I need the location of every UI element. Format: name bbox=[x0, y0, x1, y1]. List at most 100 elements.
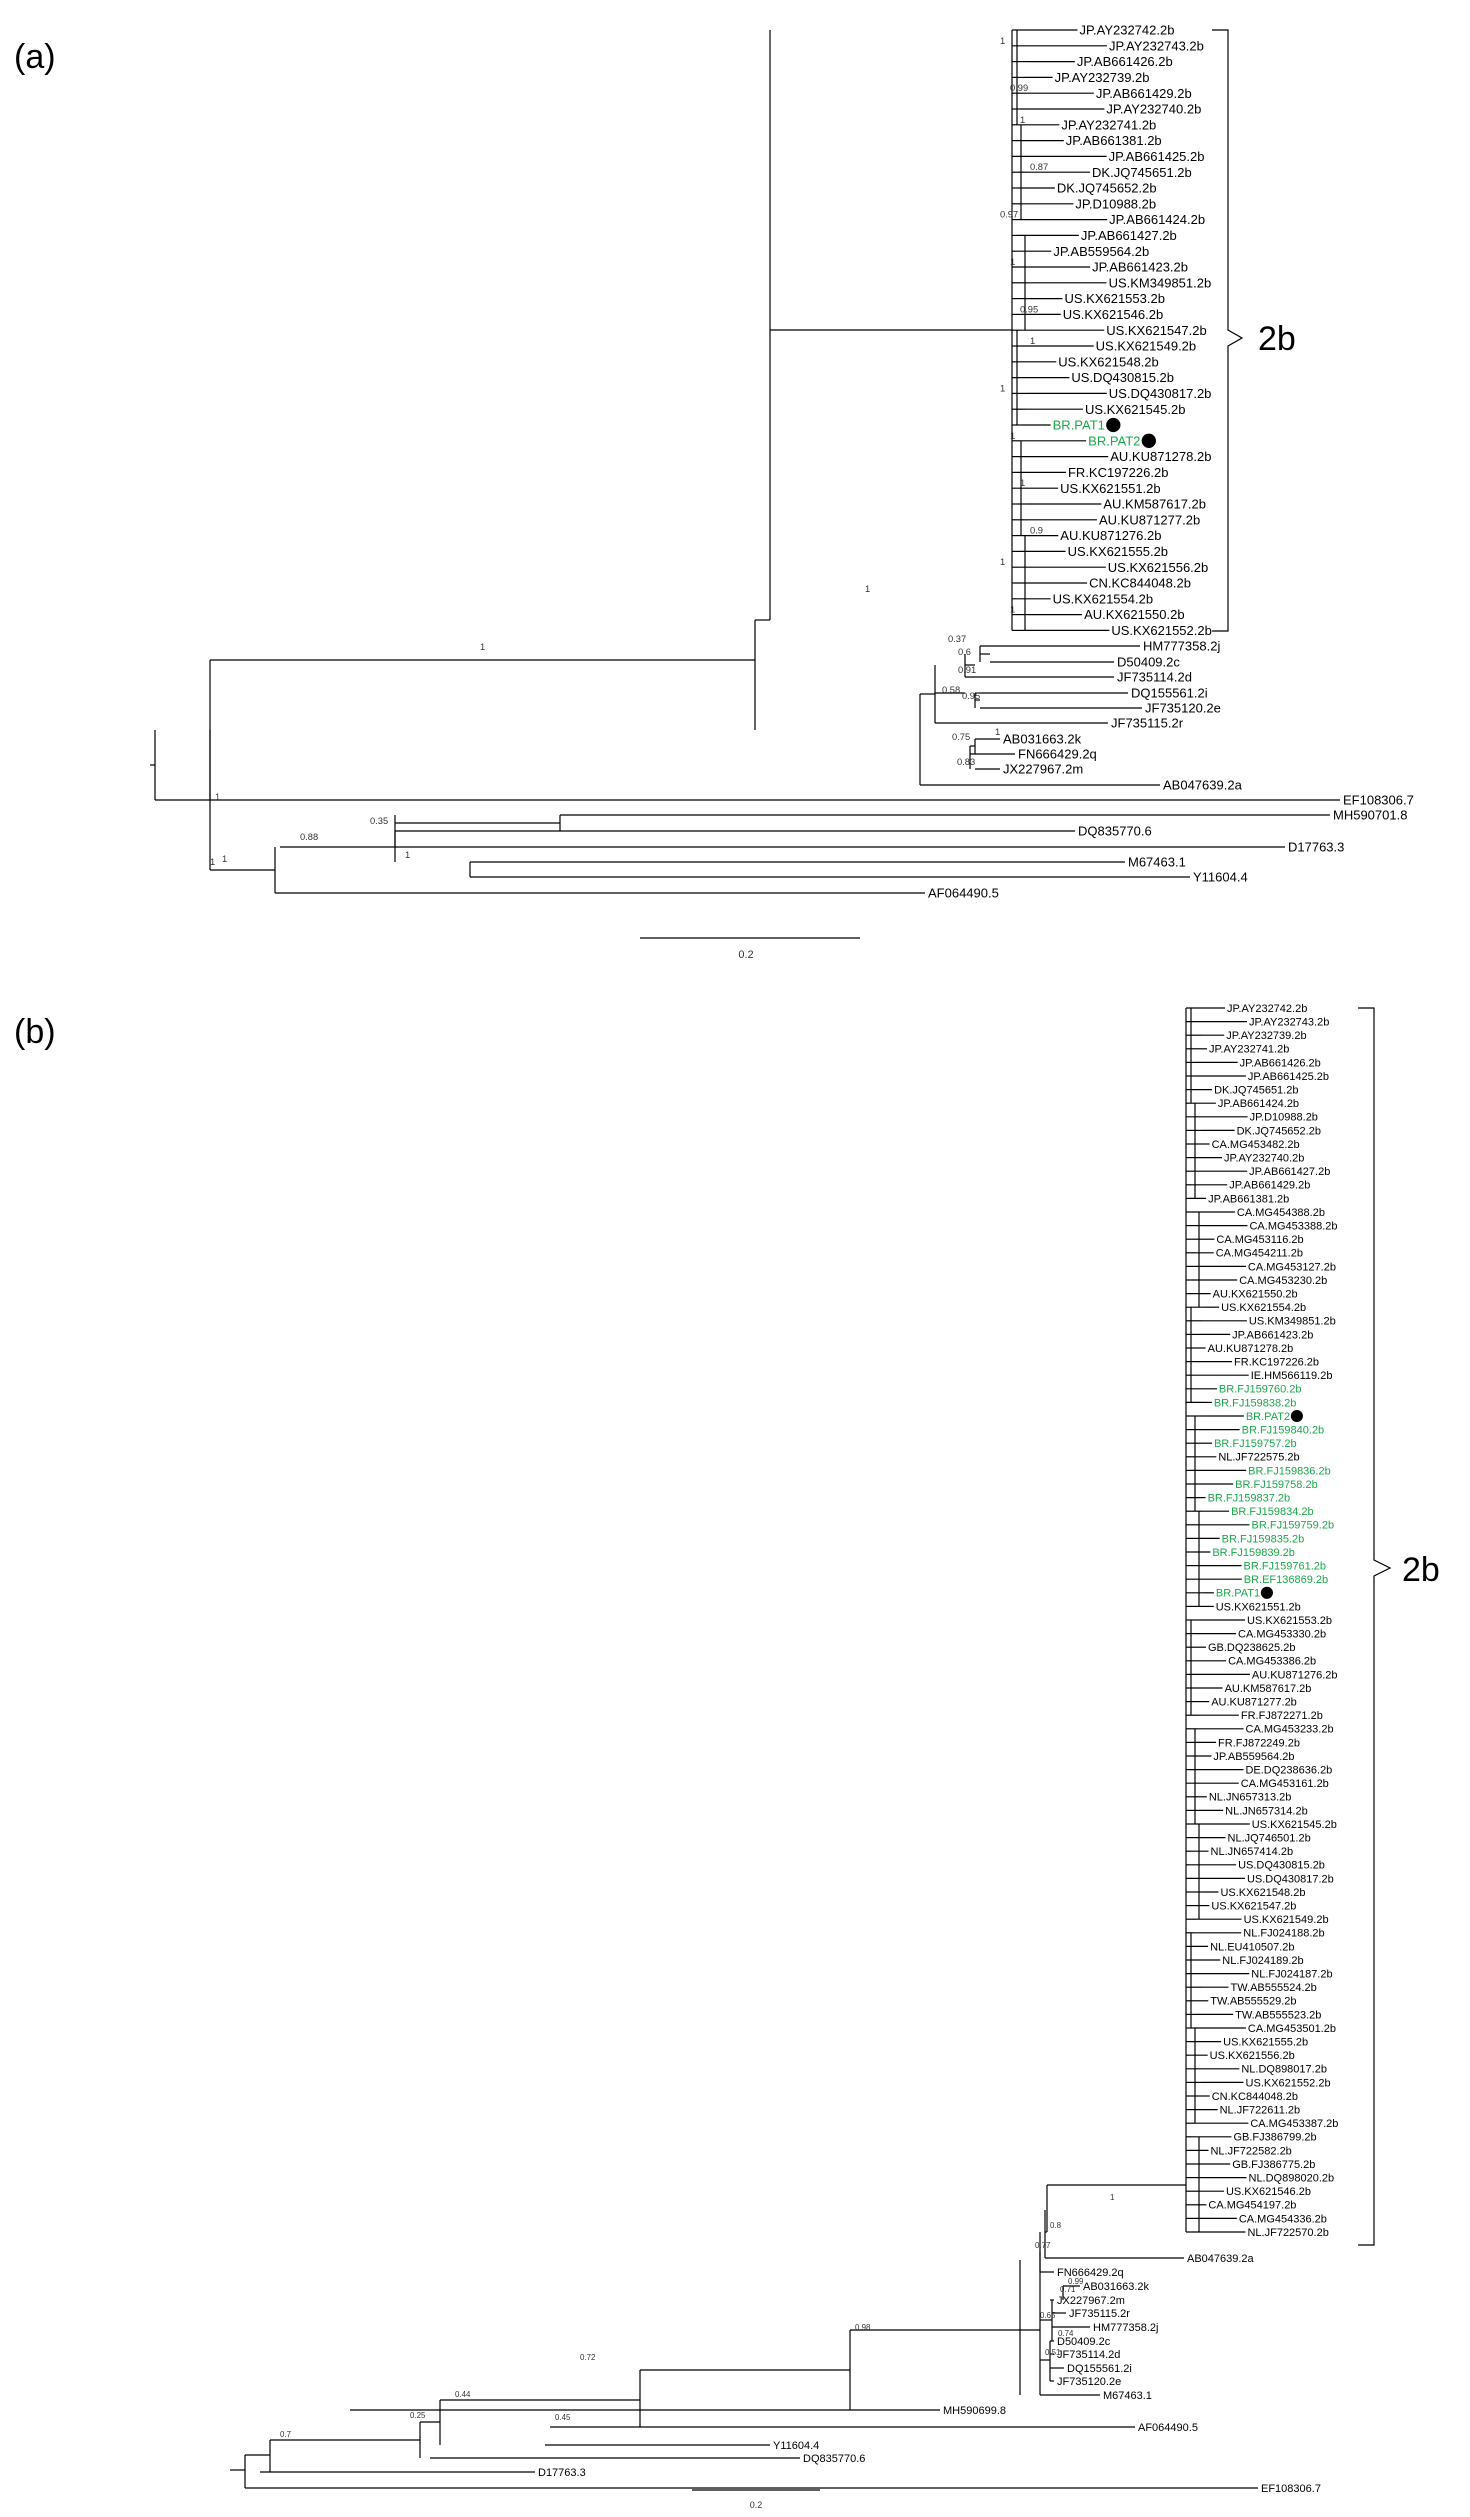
leaf-label: IE.HM566119.2b bbox=[1251, 1370, 1333, 1382]
leaf-label: NL.JF722570.2b bbox=[1247, 2227, 1328, 2239]
leaf-label: D50409.2c bbox=[1057, 2336, 1111, 2348]
support-value: 1 bbox=[1020, 478, 1025, 488]
leaf-label: JP.AB661423.2b bbox=[1092, 260, 1188, 275]
sample-marker bbox=[1290, 1409, 1303, 1423]
support-value: 0.35 bbox=[370, 816, 388, 826]
panel-b-branches bbox=[230, 1007, 1258, 2489]
leaf-label: TW.AB555529.2b bbox=[1210, 1996, 1296, 2008]
support-value: 0.7 bbox=[280, 2430, 291, 2439]
support-value: 1 bbox=[405, 850, 410, 860]
leaf-label: BR.FJ159757.2b bbox=[1214, 1438, 1297, 1450]
support-value: 0.8 bbox=[1050, 2221, 1062, 2230]
leaf-label: JF735115.2r bbox=[1069, 2308, 1130, 2320]
support-value: 1 bbox=[480, 642, 485, 652]
leaf-label: CA.MG453161.2b bbox=[1241, 1778, 1329, 1790]
leaf-label: JF735120.2e bbox=[1145, 701, 1221, 716]
support-value: 1 bbox=[1020, 115, 1025, 125]
support-value: 0.65 bbox=[1040, 2311, 1056, 2320]
leaf-label: NL.JF722575.2b bbox=[1218, 1452, 1299, 1464]
leaf-label: US.KX621545.2b bbox=[1085, 402, 1185, 417]
leaf-label: FR.KC197226.2b bbox=[1068, 465, 1168, 480]
support-value: 0.37 bbox=[948, 634, 966, 644]
leaf-label: D50409.2c bbox=[1117, 655, 1180, 670]
leaf-label: M67463.1 bbox=[1103, 2390, 1152, 2402]
support-value: 0.25 bbox=[410, 2411, 426, 2420]
leaf-label: EF108306.7 bbox=[1343, 793, 1414, 808]
support-value: 1 bbox=[1000, 557, 1005, 567]
leaf-label: AU.KU871277.2b bbox=[1099, 512, 1200, 527]
support-value: 0.51 bbox=[1045, 2348, 1061, 2357]
leaf-label: GB.FJ386775.2b bbox=[1232, 2159, 1315, 2171]
leaf-label: CA.MG453230.2b bbox=[1239, 1275, 1327, 1287]
leaf-label: HM777358.2j bbox=[1143, 639, 1220, 654]
support-value: 1 bbox=[1000, 383, 1005, 393]
leaf-label: JP.AB661424.2b bbox=[1109, 212, 1205, 227]
support-value: 0.97 bbox=[1000, 210, 1018, 220]
leaf-label: NL.JQ746501.2b bbox=[1228, 1832, 1311, 1844]
leaf-label: US.KX621554.2b bbox=[1053, 591, 1153, 606]
leaf-label: US.KX621553.2b bbox=[1064, 291, 1164, 306]
support-value: 1 bbox=[865, 584, 870, 594]
leaf-label: NL.JN657313.2b bbox=[1209, 1792, 1292, 1804]
support-value: 1 bbox=[1000, 36, 1005, 46]
leaf-label: JP.AY232743.2b bbox=[1109, 38, 1204, 53]
leaf-label: NL.JN657414.2b bbox=[1211, 1846, 1294, 1858]
panel-b-tree: (b) JP.AY232742.2bJP.AY232743.2bJP.AY232… bbox=[14, 1003, 1440, 2510]
leaf-label: AU.KX621550.2b bbox=[1084, 607, 1184, 622]
leaf-label: JP.AY232741.2b bbox=[1209, 1044, 1289, 1056]
leaf-label: BR.FJ159835.2b bbox=[1222, 1533, 1305, 1545]
leaf-label: US.KX621548.2b bbox=[1220, 1887, 1305, 1899]
leaf-label: BR.FJ159838.2b bbox=[1214, 1397, 1297, 1409]
leaf-label: US.DQ430815.2b bbox=[1071, 370, 1174, 385]
leaf-label: NL.JF722582.2b bbox=[1210, 2145, 1291, 2157]
support-value: 1 bbox=[995, 727, 1000, 737]
leaf-label: JP.AY232739.2b bbox=[1055, 70, 1150, 85]
sample-marker bbox=[1141, 433, 1156, 448]
leaf-label: JP.AB661427.2b bbox=[1081, 228, 1177, 243]
leaf-label: US.KX621546.2b bbox=[1226, 2186, 1311, 2198]
support-value: 0.99 bbox=[1068, 2277, 1084, 2286]
panel-b-clade-bracket bbox=[1358, 1007, 1392, 2246]
leaf-label: CN.KC844048.2b bbox=[1089, 576, 1191, 591]
leaf-label: JP.AB661429.2b bbox=[1096, 86, 1192, 101]
leaf-label: CA.MG454197.2b bbox=[1208, 2200, 1296, 2212]
leaf-label: DK.JQ745651.2b bbox=[1214, 1084, 1298, 1096]
leaf-label: US.KX621555.2b bbox=[1068, 544, 1168, 559]
support-value: 0.45 bbox=[555, 2413, 571, 2422]
leaf-label: JP.AB559564.2b bbox=[1213, 1751, 1294, 1763]
panel-b-clade-label: 2b bbox=[1402, 1551, 1440, 1589]
leaf-label: US.KX621556.2b bbox=[1108, 560, 1208, 575]
leaf-label: US.KX621547.2b bbox=[1211, 1900, 1296, 1912]
leaf-label: JP.AB661426.2b bbox=[1077, 54, 1173, 69]
leaf-label: DQ835770.6 bbox=[803, 2453, 865, 2465]
leaf-label: JP.AB661424.2b bbox=[1218, 1098, 1299, 1110]
leaf-label: CA.MG453388.2b bbox=[1249, 1220, 1337, 1232]
leaf-label: DK.JQ745651.2b bbox=[1092, 165, 1192, 180]
leaf-label: US.KX621548.2b bbox=[1058, 354, 1158, 369]
leaf-label: US.KX621555.2b bbox=[1223, 2036, 1308, 2048]
leaf-label: JP.D10988.2b bbox=[1250, 1112, 1318, 1124]
leaf-label: CA.MG453387.2b bbox=[1250, 2118, 1338, 2130]
leaf-label: US.KX621552.2b bbox=[1246, 2077, 1331, 2089]
leaf-label: JP.AB661426.2b bbox=[1240, 1057, 1321, 1069]
panel-a-label: (a) bbox=[14, 38, 56, 76]
leaf-label: GB.DQ238625.2b bbox=[1208, 1642, 1295, 1654]
panel-b-support-values: 1 0.8 0.77 0.98 0.72 0.44 0.25 0.7 0.45 0.650.74 0… bbox=[280, 2193, 1115, 2439]
leaf-label: US.KM349851.2b bbox=[1109, 275, 1212, 290]
support-value: 0.58 bbox=[942, 685, 960, 695]
leaf-label: CA.MG453501.2b bbox=[1248, 2023, 1336, 2035]
leaf-label: AU.KU871276.2b bbox=[1252, 1669, 1338, 1681]
leaf-label: US.KX621549.2b bbox=[1244, 1914, 1329, 1926]
panel-b-label: (b) bbox=[14, 1013, 56, 1051]
leaf-label: JP.AY232742.2b bbox=[1080, 23, 1175, 38]
support-value: 0.98 bbox=[855, 2323, 871, 2332]
leaf-label: BR.PAT1 bbox=[1053, 418, 1105, 433]
support-value: 0.87 bbox=[1030, 162, 1048, 172]
leaf-label: BR.FJ159839.2b bbox=[1212, 1547, 1295, 1559]
leaf-label: JP.AB661425.2b bbox=[1109, 149, 1205, 164]
leaf-label: AB047639.2a bbox=[1187, 2253, 1255, 2265]
leaf-label: FR.KC197226.2b bbox=[1234, 1356, 1319, 1368]
leaf-label: US.KX621553.2b bbox=[1247, 1615, 1332, 1627]
support-value: 1 bbox=[210, 857, 215, 867]
